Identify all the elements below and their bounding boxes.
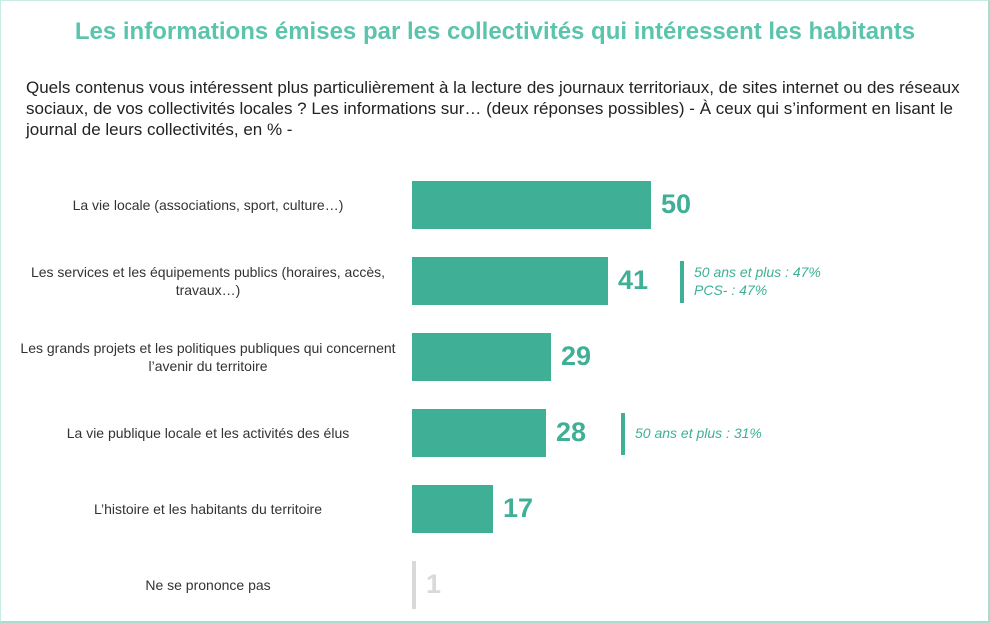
category-label: La vie locale (associations, sport, cult… <box>72 197 344 213</box>
annotation-text: 50 ans et plus : 47% PCS- : 47% <box>694 263 821 299</box>
category-label: Les grands projets et les politiques pub… <box>20 340 396 374</box>
value-label: 41 <box>618 265 649 295</box>
value-label: 29 <box>561 341 592 371</box>
category-label: Ne se prononce pas <box>145 577 271 593</box>
bar <box>412 561 416 609</box>
annotation-rule <box>621 413 625 455</box>
bar <box>412 181 651 229</box>
annotation-line: 50 ans et plus : 31% <box>635 425 762 441</box>
annotation-text: 50 ans et plus : 31% <box>635 424 762 442</box>
value-label: 17 <box>503 493 534 523</box>
value-label: 1 <box>426 569 442 599</box>
chart-title: Les informations émises par les collecti… <box>74 18 916 45</box>
category-label: La vie publique locale et les activités … <box>66 425 350 441</box>
category-label: L’histoire et les habitants du territoir… <box>93 501 322 517</box>
annotation-line: 50 ans et plus : 47% <box>694 264 821 280</box>
annotation-line: PCS- : 47% <box>694 282 768 298</box>
chart-subtitle: Quels contenus vous intéressent plus par… <box>26 78 960 139</box>
bar <box>412 409 546 457</box>
value-label: 28 <box>556 417 587 447</box>
value-label: 50 <box>661 189 692 219</box>
category-label: Les services et les équipements publics … <box>30 264 386 298</box>
bar <box>412 333 551 381</box>
bar <box>412 257 608 305</box>
annotation-rule <box>680 261 684 303</box>
bar <box>412 485 493 533</box>
